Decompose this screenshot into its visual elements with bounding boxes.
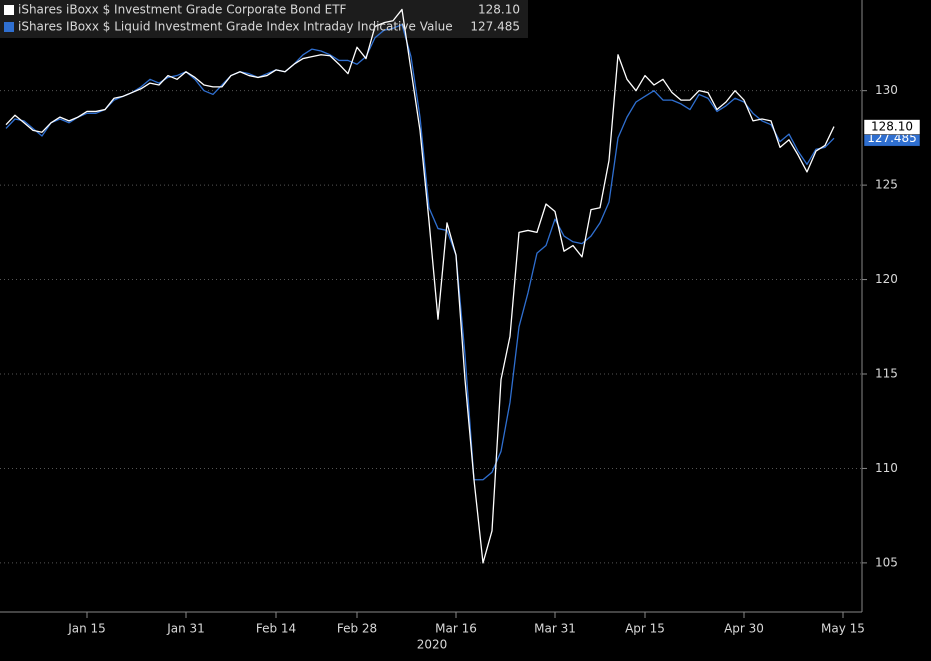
legend-box — [0, 0, 528, 38]
y-tick-label: 125 — [875, 178, 898, 192]
value-tag — [863, 119, 921, 135]
series-line — [5, 8, 835, 564]
x-tick-label: Feb 14 — [256, 622, 296, 636]
y-tick-label: 115 — [875, 367, 898, 381]
x-tick-label: Jan 15 — [67, 622, 106, 636]
legend-value: 128.10 — [478, 3, 520, 17]
y-tick-label: 105 — [875, 555, 898, 569]
y-tick-label: 120 — [875, 272, 898, 286]
legend-label: iShares iBoxx $ Investment Grade Corpora… — [18, 3, 347, 17]
x-tick-label: Jan 31 — [166, 622, 205, 636]
x-tick-label: Apr 30 — [724, 622, 764, 636]
x-tick-label: Mar 16 — [435, 622, 477, 636]
x-tick-label: Feb 28 — [337, 622, 377, 636]
y-tick-label: 130 — [875, 83, 898, 97]
x-year-label: 2020 — [417, 638, 448, 652]
value-tag-label: 128.10 — [871, 120, 913, 134]
legend-label: iShares IBoxx $ Liquid Investment Grade … — [18, 20, 453, 34]
y-tick-label: 110 — [875, 461, 898, 475]
x-tick-label: Mar 31 — [534, 622, 576, 636]
x-tick-label: Apr 15 — [625, 622, 665, 636]
legend-swatch — [4, 22, 14, 32]
legend-swatch — [4, 5, 14, 15]
legend-value: 127.485 — [470, 20, 520, 34]
series-line — [5, 23, 835, 481]
x-tick-label: May 15 — [821, 622, 865, 636]
